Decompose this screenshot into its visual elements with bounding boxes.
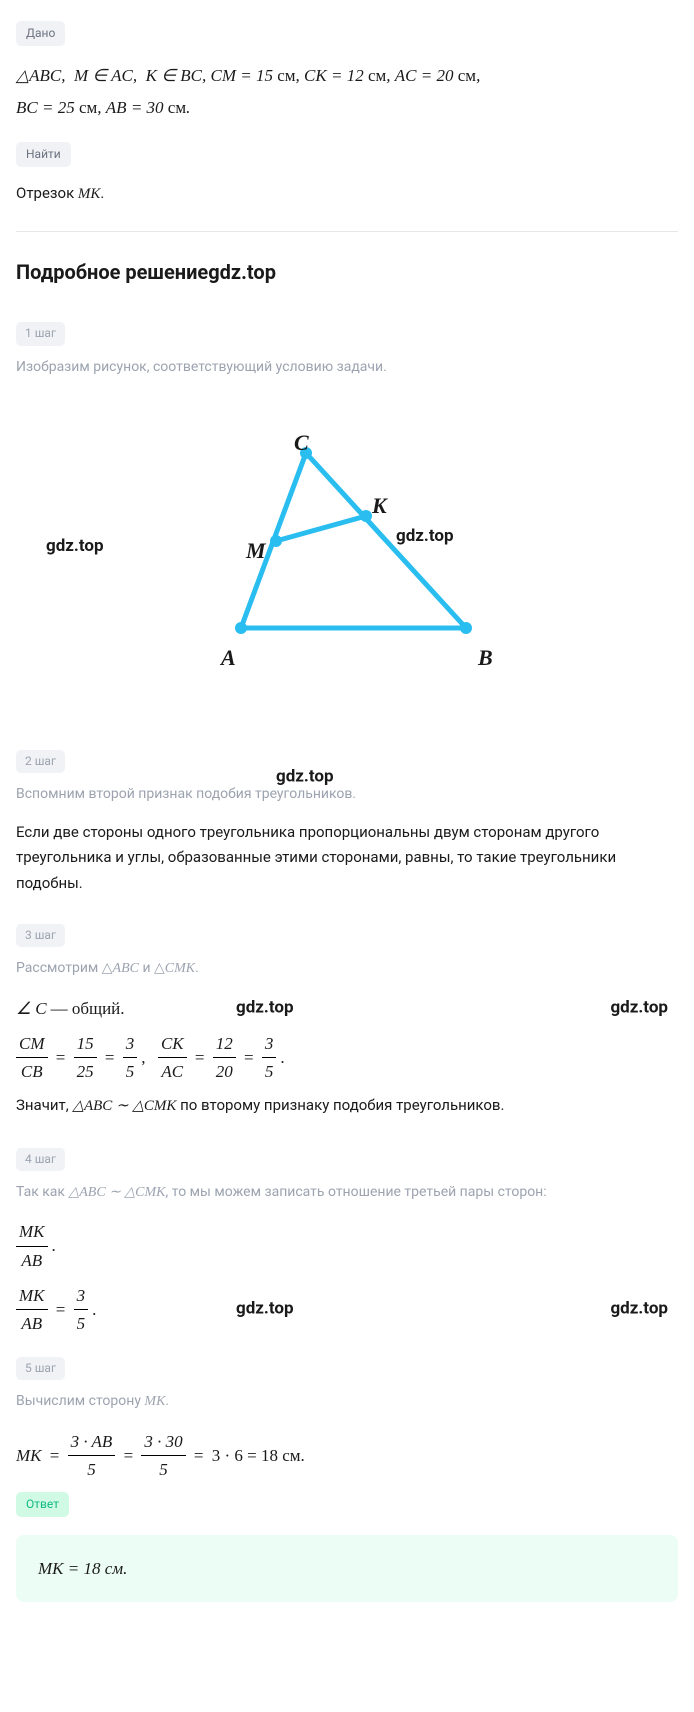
step3-desc: Рассмотрим △ABC и △CMK. xyxy=(16,957,678,980)
watermark-step4b: gdz.top xyxy=(610,1296,668,1323)
vertex-label-B: B xyxy=(478,640,493,675)
step3-fractions: CMCB = 1525 = 35 , CKAC = 1220 = 35 . xyxy=(16,1030,678,1085)
triangle-diagram xyxy=(16,398,694,678)
step4-frac2: MKAB = 35. xyxy=(16,1282,678,1337)
step2-badge: 2 шаг xyxy=(16,750,65,773)
step2-desc: Вспомним второй признак подобия треуголь… xyxy=(16,783,678,805)
step3-badge: 3 шаг xyxy=(16,924,65,947)
watermark-step2: gdz.top xyxy=(276,764,334,791)
step5-badge: 5 шаг xyxy=(16,1357,65,1380)
step2-text: Если две стороны одного треугольника про… xyxy=(16,820,678,897)
watermark-step4a: gdz.top xyxy=(236,1296,294,1323)
watermark-figure-0: gdz.top xyxy=(46,533,104,560)
step3-line1: ∠C — общий. xyxy=(16,995,678,1022)
divider xyxy=(16,231,678,232)
watermark-step3b: gdz.top xyxy=(610,995,668,1022)
step1-desc: Изобразим рисунок, соответствующий услов… xyxy=(16,356,678,378)
vertex-label-C: C xyxy=(294,425,309,460)
solution-title: Подробное решение xyxy=(16,260,208,284)
answer-badge: Ответ xyxy=(16,1492,69,1517)
step4-badge: 4 шаг xyxy=(16,1148,65,1171)
vertex-label-M: M xyxy=(246,533,266,568)
answer-text: MK = 18 см. xyxy=(38,1559,127,1578)
given-math: △ABC, M ∈ AC, K ∈ BC, CM = 15 см, CK = 1… xyxy=(16,66,480,117)
step5-calc: MK = 3 · AB5 = 3 · 305 = 3 · 6 = 18 см. xyxy=(16,1428,678,1483)
vertex-label-K: K xyxy=(372,488,387,523)
find-content: Отрезок MK. xyxy=(16,181,678,208)
given-content: △ABC, M ∈ AC, K ∈ BC, CM = 15 см, CK = 1… xyxy=(16,60,678,125)
given-badge: Дано xyxy=(16,21,65,46)
figure: A B C M Kgdz.top gdz.top xyxy=(16,398,678,718)
step3-conclusion: Значит, △ABC ∼ △CMK по второму признаку … xyxy=(16,1093,678,1120)
step1-badge: 1 шаг xyxy=(16,322,65,345)
step5-desc: Вычислим сторону MK. xyxy=(16,1390,678,1413)
step4-frac1: MKAB. xyxy=(16,1218,678,1273)
vertex-label-A: A xyxy=(221,640,236,675)
step4-desc: Так как △ABC ∼ △CMK, то мы можем записат… xyxy=(16,1181,678,1204)
watermark-title: gdz.top xyxy=(208,260,276,284)
answer-box: MK = 18 см. xyxy=(16,1535,678,1602)
watermark-step3a: gdz.top xyxy=(236,995,294,1022)
watermark-figure-1: gdz.top xyxy=(396,523,454,550)
find-badge: Найти xyxy=(16,142,71,167)
